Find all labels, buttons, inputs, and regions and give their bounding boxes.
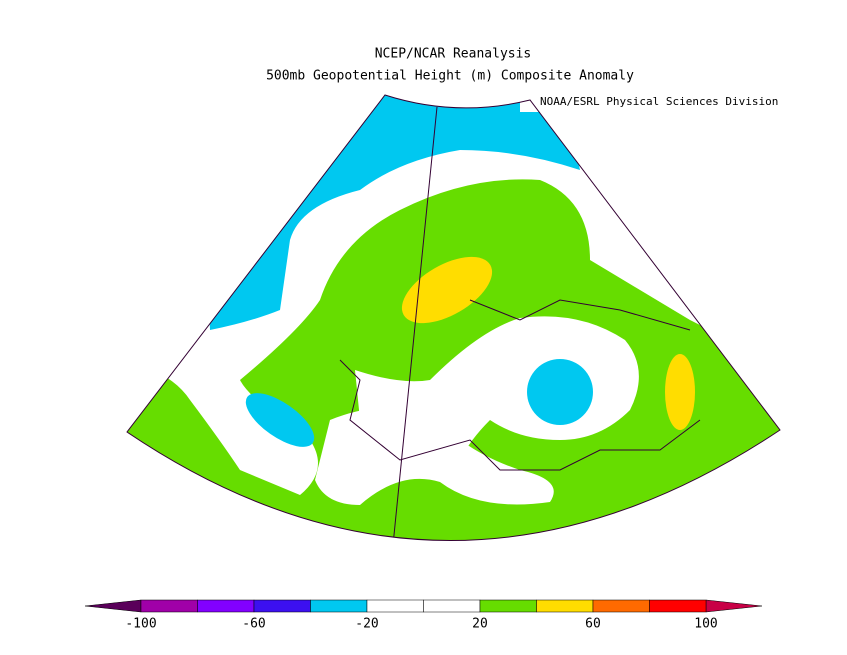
colorbar-tick-label: 60 xyxy=(585,617,601,632)
colorbar-tick-label: 20 xyxy=(472,617,488,632)
colorbar-tick-label: -60 xyxy=(242,617,265,632)
map-frame xyxy=(126,94,781,541)
white-field xyxy=(315,406,554,505)
yellow-blob xyxy=(401,256,493,324)
colorbar-segment xyxy=(310,599,368,613)
coastlines xyxy=(339,299,701,471)
cyan-blob xyxy=(527,359,593,425)
colorbar-segment xyxy=(536,599,594,613)
cyan-blob xyxy=(245,393,315,447)
yellow-blob xyxy=(665,354,695,430)
colorbar-segment xyxy=(592,599,650,613)
colorbar-segment xyxy=(197,599,255,613)
credit: NOAA/ESRL Physical Sciences Division xyxy=(540,95,778,108)
colorbar-segment xyxy=(649,599,707,613)
colorbar: -100 -60 -20 20 60 100 xyxy=(84,599,763,632)
title: NCEP/NCAR Reanalysis xyxy=(375,47,532,62)
colorbar-tick-label: 100 xyxy=(694,617,717,632)
colorbar-segment xyxy=(253,599,311,613)
colorbar-tick-label: -20 xyxy=(355,617,378,632)
colorbar-tick-label: -100 xyxy=(125,617,156,632)
over-arrow xyxy=(705,599,763,613)
colorbar-segment xyxy=(479,599,537,613)
colorbar-segment xyxy=(140,599,198,613)
colorbar-segment xyxy=(366,599,424,613)
under-arrow xyxy=(84,599,142,613)
meridian xyxy=(392,106,438,541)
subtitle: 500mb Geopotential Height (m) Composite … xyxy=(266,69,634,84)
colorbar-segment xyxy=(423,599,481,613)
